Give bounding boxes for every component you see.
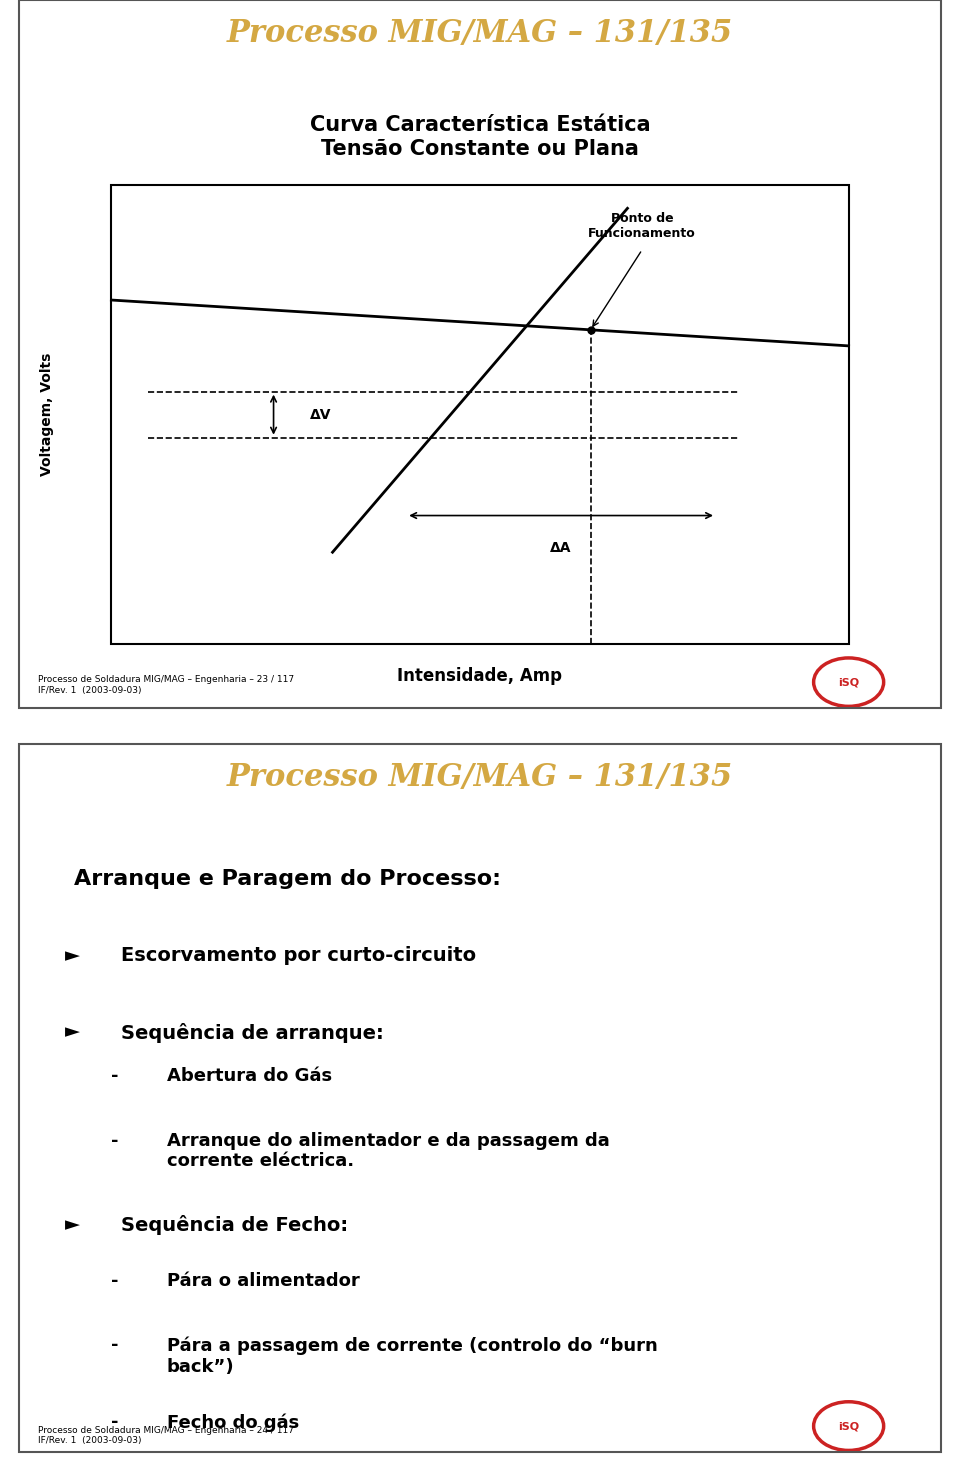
- Text: ►: ►: [65, 1215, 81, 1234]
- Circle shape: [814, 1402, 883, 1450]
- Text: Processo de Soldadura MIG/MAG – Engenharia – 24 / 117
IF/Rev. 1  (2003-09-03): Processo de Soldadura MIG/MAG – Engenhar…: [37, 1425, 294, 1446]
- Text: -: -: [111, 1068, 119, 1085]
- Text: -: -: [111, 1272, 119, 1290]
- Text: Curva Característica Estática
Tensão Constante ou Plana: Curva Característica Estática Tensão Con…: [310, 115, 650, 159]
- Text: Sequência de arranque:: Sequência de arranque:: [121, 1023, 383, 1043]
- Text: Arranque e Paragem do Processo:: Arranque e Paragem do Processo:: [75, 870, 501, 889]
- Text: Pára a passagem de corrente (controlo do “burn
back”): Pára a passagem de corrente (controlo do…: [167, 1336, 658, 1376]
- Text: ΔA: ΔA: [550, 541, 572, 554]
- Text: -: -: [111, 1414, 119, 1431]
- Text: Arranque do alimentador e da passagem da
corrente eléctrica.: Arranque do alimentador e da passagem da…: [167, 1132, 610, 1170]
- FancyBboxPatch shape: [111, 185, 849, 643]
- Text: iSQ: iSQ: [838, 1421, 859, 1431]
- Text: Intensidade, Amp: Intensidade, Amp: [397, 667, 563, 684]
- Text: Processo MIG/MAG – 131/135: Processo MIG/MAG – 131/135: [227, 19, 733, 50]
- Text: ΔV: ΔV: [310, 407, 332, 422]
- Text: Ponto de
Funcionamento: Ponto de Funcionamento: [588, 213, 696, 241]
- Text: ►: ►: [65, 1023, 81, 1042]
- Text: Processo de Soldadura MIG/MAG – Engenharia – 23 / 117
IF/Rev. 1  (2003-09-03): Processo de Soldadura MIG/MAG – Engenhar…: [37, 676, 294, 694]
- Text: ►: ►: [65, 945, 81, 964]
- Text: Fecho do gás: Fecho do gás: [167, 1414, 299, 1431]
- Text: -: -: [111, 1132, 119, 1150]
- Text: Escorvamento por curto-circuito: Escorvamento por curto-circuito: [121, 945, 476, 964]
- Text: Processo MIG/MAG – 131/135: Processo MIG/MAG – 131/135: [227, 762, 733, 794]
- Text: Sequência de Fecho:: Sequência de Fecho:: [121, 1215, 348, 1234]
- Text: Abertura do Gás: Abertura do Gás: [167, 1068, 332, 1085]
- Text: iSQ: iSQ: [838, 677, 859, 687]
- Text: Pára o alimentador: Pára o alimentador: [167, 1272, 359, 1290]
- Text: Voltagem, Volts: Voltagem, Volts: [40, 353, 54, 476]
- Circle shape: [814, 658, 883, 706]
- Text: -: -: [111, 1336, 119, 1354]
